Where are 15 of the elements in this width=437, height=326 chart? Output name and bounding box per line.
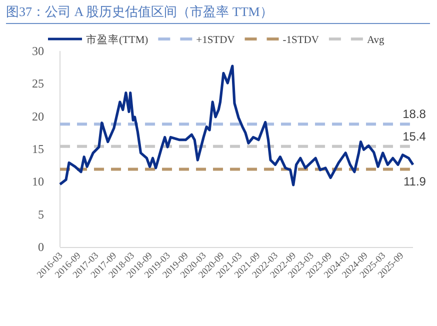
legend-label: 市盈率(TTM)	[86, 33, 149, 46]
legend-label: -1STDV	[282, 35, 320, 46]
y-tick-label: 0	[38, 240, 44, 254]
annotation: 11.9	[403, 174, 426, 188]
y-tick-label: 30	[32, 44, 44, 58]
annotation: 15.4	[402, 129, 426, 144]
legend-label: +1STDV	[196, 35, 236, 46]
annotation: 18.8	[402, 107, 426, 122]
y-tick-label: 20	[32, 109, 44, 124]
y-tick-label: 10	[32, 174, 44, 189]
y-tick-label: 15	[32, 142, 44, 156]
y-tick-label: 25	[32, 76, 44, 91]
legend-label: Avg	[366, 35, 385, 46]
y-tick-label: 5	[38, 207, 44, 222]
chart-title: 图37：公司 A 股历史估值区间（市盈率 TTM）	[6, 4, 273, 19]
